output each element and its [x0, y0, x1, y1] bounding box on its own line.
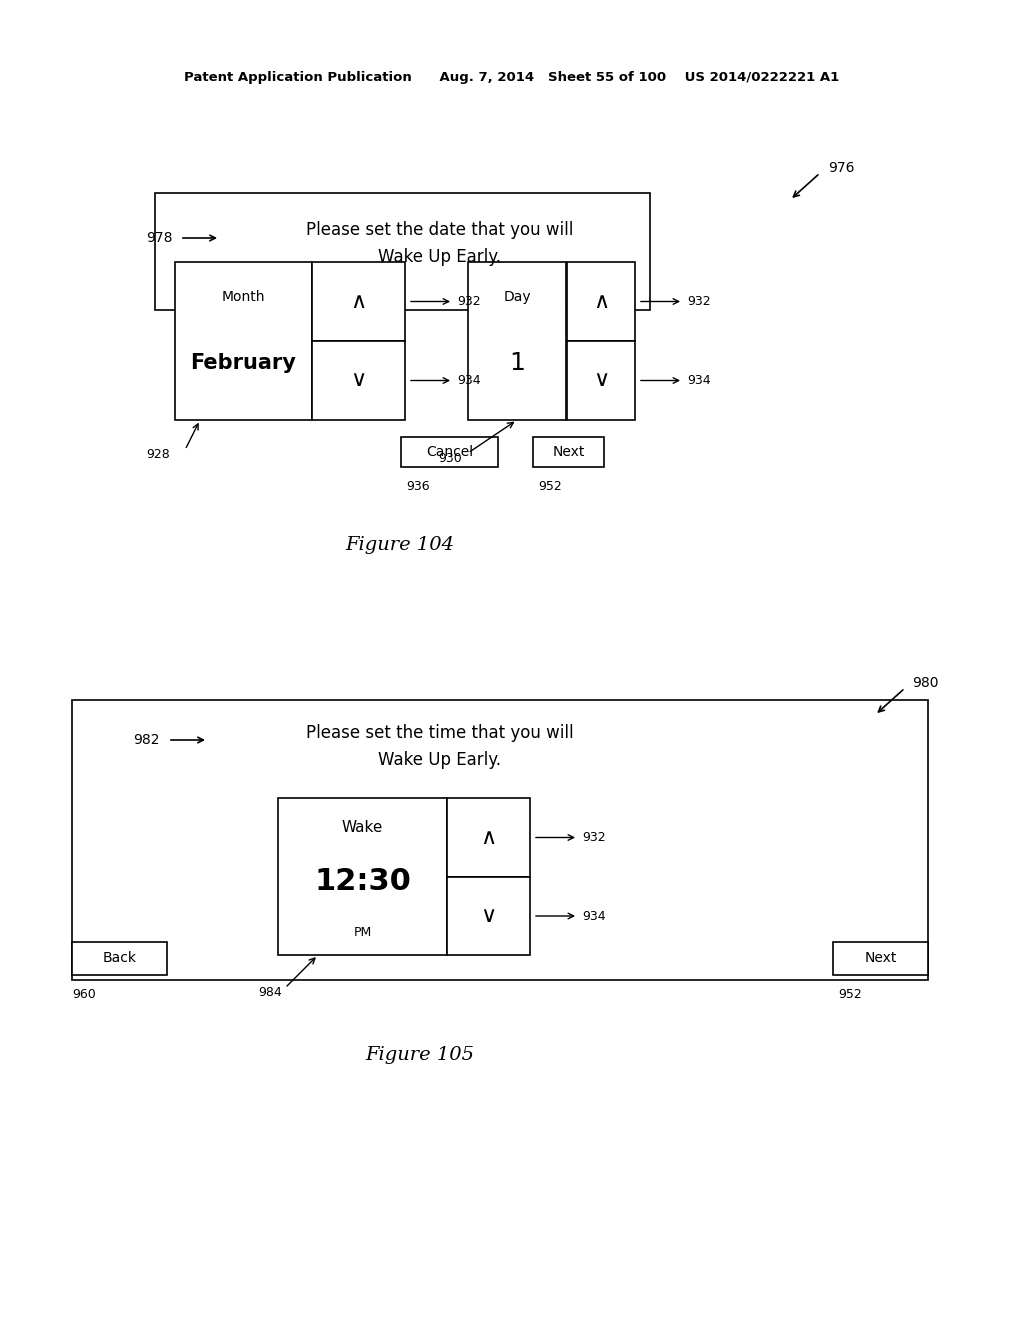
Text: 934: 934	[457, 374, 480, 387]
Text: Patent Application Publication      Aug. 7, 2014   Sheet 55 of 100    US 2014/02: Patent Application Publication Aug. 7, 2…	[184, 71, 840, 84]
Text: 932: 932	[457, 294, 480, 308]
Text: Next: Next	[552, 445, 585, 459]
Bar	[567, 341, 635, 420]
Text: Day: Day	[503, 290, 530, 304]
Text: 930: 930	[438, 451, 462, 465]
Text: Figure 104: Figure 104	[345, 536, 455, 554]
Bar	[72, 700, 928, 979]
Text: Figure 105: Figure 105	[366, 1045, 474, 1064]
Text: 932: 932	[687, 294, 711, 308]
Text: Cancel: Cancel	[426, 445, 473, 459]
Bar	[468, 261, 566, 420]
Bar	[567, 261, 635, 341]
Text: 1: 1	[509, 351, 525, 375]
Text: Wake Up Early.: Wake Up Early.	[379, 751, 502, 770]
Text: 982: 982	[133, 733, 160, 747]
Text: ∨: ∨	[480, 906, 497, 927]
Text: 934: 934	[582, 909, 605, 923]
Text: 12:30: 12:30	[314, 867, 411, 896]
Text: ∧: ∧	[593, 292, 609, 312]
Text: 980: 980	[912, 676, 939, 690]
Bar	[534, 437, 604, 467]
Text: Wake Up Early.: Wake Up Early.	[379, 248, 502, 267]
Text: ∧: ∧	[480, 828, 497, 847]
Text: 952: 952	[838, 989, 862, 1002]
Text: Please set the date that you will: Please set the date that you will	[306, 220, 573, 239]
Text: 978: 978	[146, 231, 173, 246]
Bar	[72, 942, 167, 975]
Text: 976: 976	[828, 161, 854, 176]
Text: Wake: Wake	[342, 821, 383, 836]
Text: 952: 952	[538, 480, 562, 494]
Text: 934: 934	[687, 374, 711, 387]
Text: Next: Next	[864, 952, 897, 965]
Text: 984: 984	[258, 986, 282, 998]
Text: 960: 960	[72, 989, 96, 1002]
Bar	[833, 942, 928, 975]
Text: February: February	[190, 352, 296, 374]
Bar	[312, 261, 406, 341]
Text: Back: Back	[102, 952, 136, 965]
Bar	[447, 799, 530, 876]
Bar	[312, 341, 406, 420]
Bar	[447, 876, 530, 954]
Text: Month: Month	[222, 290, 265, 304]
Text: PM: PM	[353, 927, 372, 940]
Text: ∨: ∨	[593, 371, 609, 391]
Text: 932: 932	[582, 832, 605, 843]
Bar	[175, 261, 312, 420]
Text: Please set the time that you will: Please set the time that you will	[306, 723, 573, 742]
Bar	[278, 799, 447, 954]
Text: 928: 928	[146, 449, 170, 462]
Text: ∧: ∧	[350, 292, 367, 312]
Bar	[401, 437, 498, 467]
Text: ∨: ∨	[350, 371, 367, 391]
Text: 936: 936	[406, 480, 430, 494]
Bar	[155, 193, 650, 310]
